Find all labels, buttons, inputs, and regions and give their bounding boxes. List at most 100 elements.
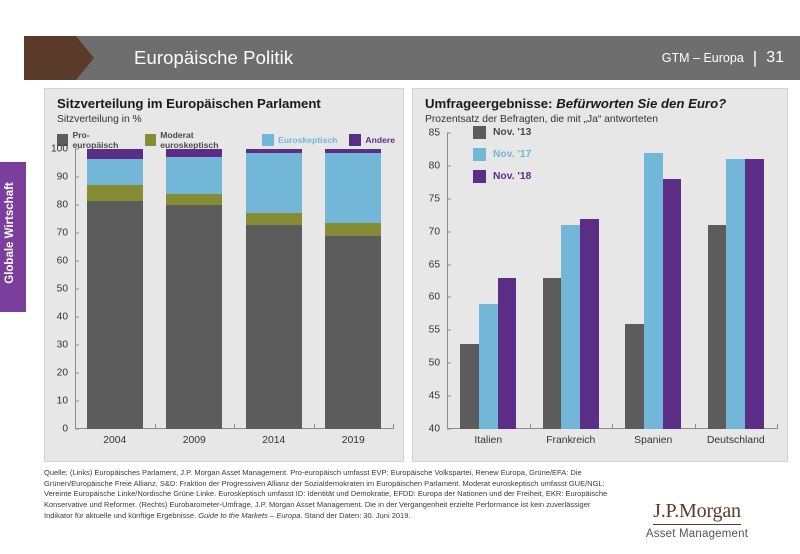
x-axis-tick-mark (234, 424, 235, 429)
x-axis-tick-label: Italien (474, 435, 503, 446)
y-axis-tick-label: 45 (428, 390, 440, 402)
bar[interactable] (662, 179, 682, 429)
footnote-part1: Quelle: (Links) Europäisches Parlament, … (44, 468, 608, 520)
legend-label: Euroskeptisch (278, 135, 338, 145)
bar[interactable] (745, 159, 764, 429)
header-arrow-tip-icon (76, 36, 94, 80)
right-chart-legend: Nov. '13 Nov. '17 Nov. '18 (473, 121, 531, 187)
bar[interactable] (542, 277, 562, 429)
header-bar (70, 36, 800, 80)
bar-segment[interactable] (166, 157, 223, 194)
bar-segment[interactable] (325, 153, 382, 224)
y-axis-tick-mark (447, 329, 451, 331)
bar-segment[interactable] (166, 193, 223, 205)
x-axis-tick-mark (75, 424, 76, 429)
legend-swatch-icon (473, 125, 486, 139)
bar-segment[interactable] (86, 149, 143, 159)
y-axis-tick-mark (447, 132, 451, 134)
page-title: Europäische Politik (134, 47, 294, 68)
right-chart-plot-area: 40 45 50 55 60 65 70 75 80 85 Italien Frankreich Spa… (429, 128, 778, 446)
y-axis-tick-mark (75, 288, 79, 290)
legend-item-0: Nov. '13 (473, 121, 531, 143)
footnote: Quelle: (Links) Europäisches Parlament, … (44, 468, 614, 521)
bar-stack[interactable] (245, 149, 302, 429)
y-axis-tick-mark (75, 400, 79, 402)
y-axis-tick-label: 10 (56, 395, 68, 407)
y-axis-tick-label: 70 (56, 227, 68, 239)
right-chart-title: Umfrageergebnisse: Befürworten Sie den E… (425, 96, 726, 111)
legend-item-2: Euroskeptisch (262, 134, 337, 146)
header-meta: GTM – Europa | 31 (662, 36, 784, 80)
bar[interactable] (478, 304, 498, 429)
bar[interactable] (625, 323, 644, 429)
chart-panel-seat-distribution: Sitzverteilung im Europäischen Parlament… (44, 88, 404, 462)
y-axis-tick-mark (447, 165, 451, 167)
left-chart-plot-area: 0 10 20 30 40 50 60 70 80 90 100 2004 2009 2014 2019 (51, 144, 394, 446)
y-axis-tick-mark (447, 296, 451, 298)
y-axis-tick-mark (75, 232, 79, 234)
y-axis-tick-mark (75, 344, 79, 346)
y-axis-tick-label: 90 (56, 171, 68, 183)
legend-swatch-icon (262, 134, 275, 146)
jpmorgan-logo: J.P.Morgan Asset Management (612, 500, 782, 540)
y-axis-tick-mark (75, 260, 79, 262)
x-axis-tick-label: 2004 (103, 435, 127, 446)
bar[interactable] (726, 159, 746, 429)
y-axis-tick-mark (447, 362, 451, 364)
bar-segment[interactable] (86, 158, 143, 186)
bar-segment[interactable] (325, 223, 382, 236)
right-chart-y-axis (447, 133, 448, 429)
y-axis-tick-mark (75, 372, 79, 374)
legend-swatch-icon (144, 134, 157, 146)
x-axis-tick-mark (154, 424, 156, 429)
logo-wordmark: J.P.Morgan (653, 500, 741, 525)
x-axis-tick-label: Spanien (634, 435, 673, 446)
right-chart-subtitle: Prozentsatz der Befragten, die mit „Ja“ … (425, 114, 658, 125)
y-axis-tick-label: 50 (428, 357, 440, 369)
bar[interactable] (643, 152, 663, 429)
x-axis-tick-mark (447, 424, 448, 429)
x-axis-tick-mark (529, 424, 531, 429)
y-axis-tick-label: 60 (56, 255, 68, 267)
legend-label: Nov. '18 (493, 170, 532, 182)
legend-label: Moderat euroskeptisch (160, 130, 219, 150)
bar[interactable] (580, 218, 599, 429)
left-chart-title: Sitzverteilung im Europäischen Parlament (57, 96, 321, 111)
y-axis-tick-label: 50 (56, 283, 68, 295)
bar-segment[interactable] (86, 185, 143, 201)
bar-stack[interactable] (166, 149, 223, 429)
x-axis-tick-label: Deutschland (706, 435, 765, 446)
bar[interactable] (497, 277, 517, 429)
bar[interactable] (707, 225, 727, 429)
bar-segment[interactable] (245, 213, 302, 225)
y-axis-tick-mark (447, 395, 451, 397)
bar-segment[interactable] (245, 149, 302, 154)
bar-segment[interactable] (325, 149, 382, 154)
bar-segment[interactable] (86, 200, 143, 429)
y-axis-tick-label: 80 (428, 160, 440, 172)
x-axis-tick-mark (612, 424, 613, 429)
left-chart-legend: Pro-europäisch Moderat euroskeptisch Euros… (57, 130, 403, 150)
left-chart-subtitle: Sitzverteilung in % (57, 114, 142, 125)
x-axis-tick-mark (313, 424, 315, 429)
bar-stack[interactable] (86, 149, 143, 429)
y-axis-tick-mark (447, 428, 451, 430)
bar-segment[interactable] (245, 153, 302, 214)
y-axis-tick-label: 70 (428, 226, 440, 238)
y-axis-tick-label: 65 (428, 259, 440, 271)
header-divider: | (752, 48, 758, 67)
bar[interactable] (460, 343, 479, 429)
bar-segment[interactable] (166, 149, 223, 158)
y-axis-tick-label: 60 (428, 291, 440, 303)
y-axis-tick-mark (447, 231, 451, 233)
y-axis-tick-mark (75, 428, 79, 430)
bar-stack[interactable] (325, 149, 382, 429)
legend-label: Andere (365, 135, 395, 145)
bar-segment[interactable] (166, 205, 223, 429)
bar-segment[interactable] (325, 235, 382, 429)
bar[interactable] (561, 225, 581, 429)
y-axis-tick-mark (75, 204, 79, 206)
page-header: Europäische Politik GTM – Europa | 31 (24, 36, 800, 80)
legend-swatch-icon (349, 134, 362, 146)
bar-segment[interactable] (245, 224, 302, 429)
